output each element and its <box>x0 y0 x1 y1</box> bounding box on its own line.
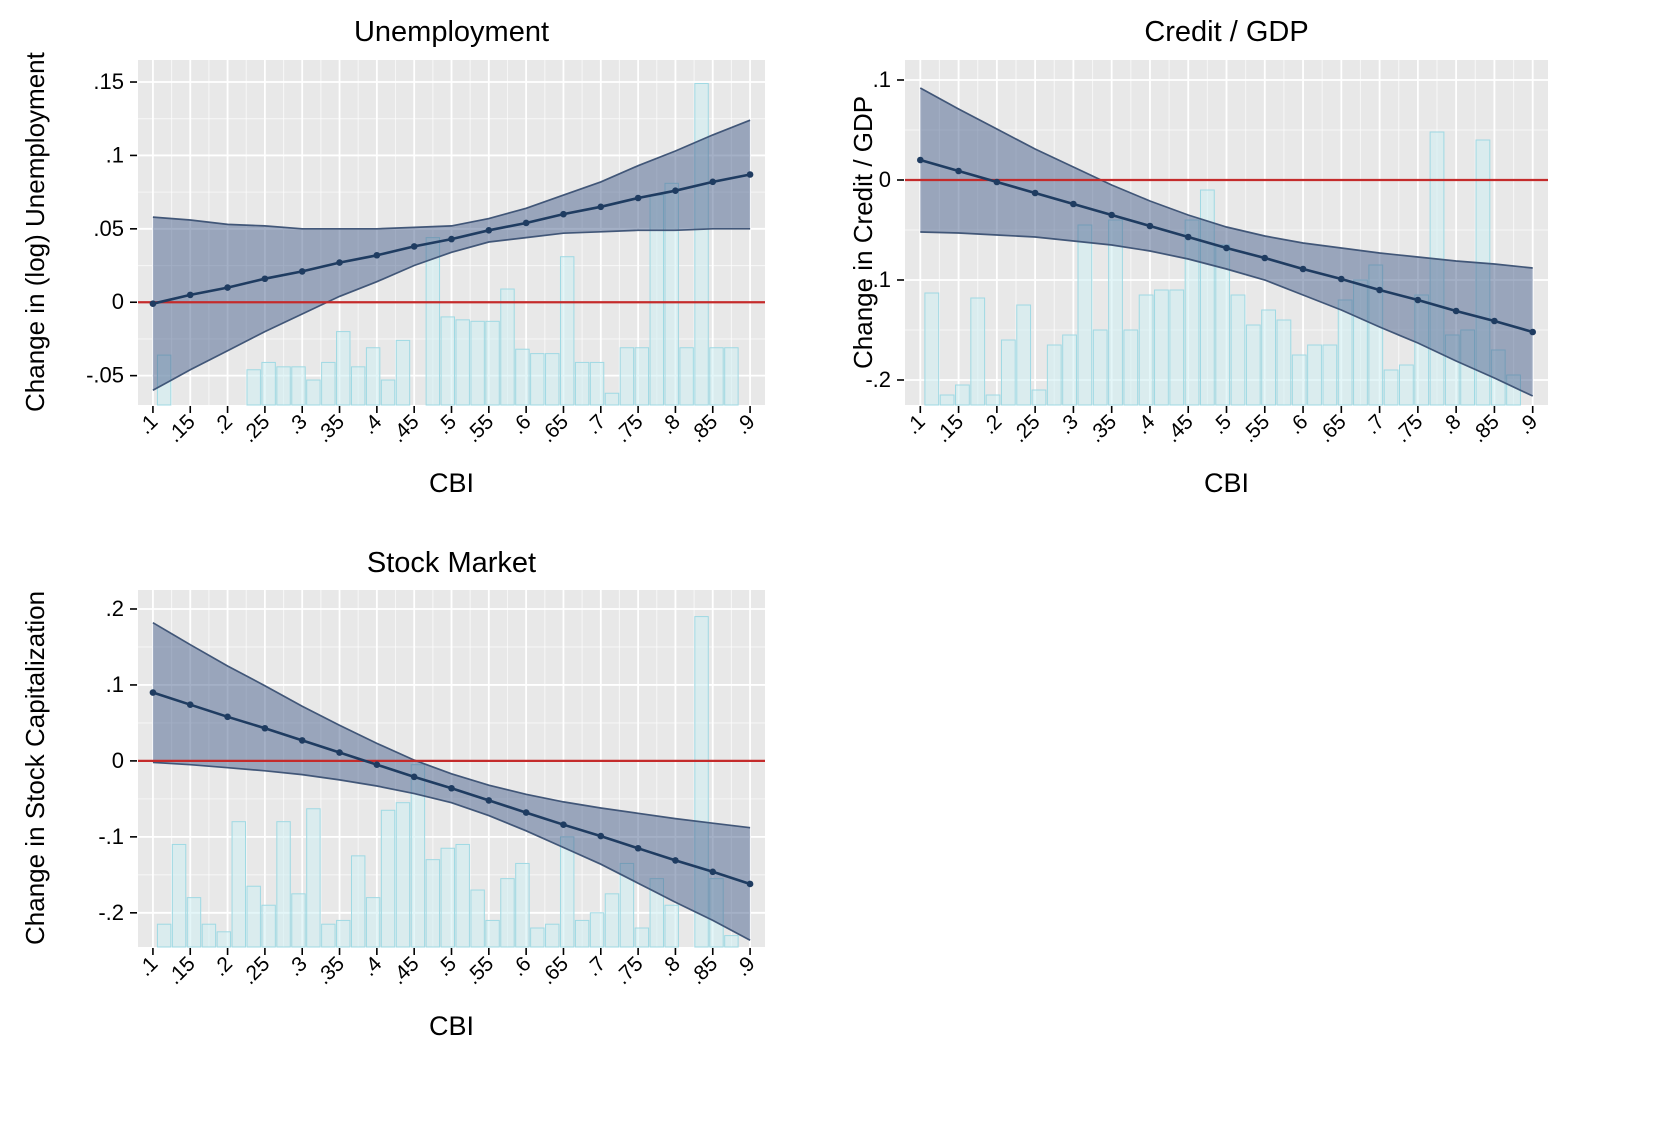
svg-text:.2: .2 <box>208 952 237 981</box>
svg-text:.5: .5 <box>1207 410 1236 439</box>
svg-text:.1: .1 <box>106 142 124 167</box>
svg-text:.15: .15 <box>163 410 200 447</box>
chart-stock-market: Stock Market Change in Stock Capitalizat… <box>10 541 800 1065</box>
svg-text:.55: .55 <box>1237 410 1274 447</box>
svg-text:.45: .45 <box>387 410 424 447</box>
svg-text:.75: .75 <box>611 952 648 989</box>
svg-text:.1: .1 <box>873 67 891 92</box>
svg-text:.9: .9 <box>1514 410 1543 439</box>
svg-text:.55: .55 <box>461 410 498 447</box>
svg-text:-.05: -.05 <box>86 363 124 388</box>
svg-text:0: 0 <box>879 167 891 192</box>
svg-text:.6: .6 <box>507 952 536 981</box>
svg-text:.2: .2 <box>978 410 1007 439</box>
svg-text:.7: .7 <box>582 952 611 981</box>
svg-text:.2: .2 <box>106 596 124 621</box>
y-axis-label-unemployment: Change in (log) Unemployment <box>20 52 50 412</box>
svg-text:.35: .35 <box>312 410 349 447</box>
x-axis-label-credit-gdp: CBI <box>1203 468 1249 498</box>
svg-text:.35: .35 <box>312 952 349 989</box>
svg-text:.25: .25 <box>1008 410 1045 447</box>
svg-text:.85: .85 <box>685 410 722 447</box>
svg-text:.55: .55 <box>461 952 498 989</box>
svg-text:.9: .9 <box>731 952 760 981</box>
chart-title-stock-market: Stock Market <box>366 547 537 579</box>
svg-text:.15: .15 <box>163 952 200 989</box>
svg-text:.45: .45 <box>1161 410 1198 447</box>
svg-text:.4: .4 <box>358 410 387 439</box>
svg-text:.2: .2 <box>208 410 237 439</box>
svg-text:.3: .3 <box>1054 410 1083 439</box>
x-axis-label-stock-market: CBI <box>428 1011 474 1041</box>
svg-text:.25: .25 <box>238 952 275 989</box>
svg-text:.7: .7 <box>1360 410 1389 439</box>
svg-text:.45: .45 <box>387 952 424 989</box>
svg-text:.9: .9 <box>731 410 760 439</box>
chart-title-unemployment: Unemployment <box>353 16 550 48</box>
unemployment-plot-area: .1.15.2.25.3.35.4.45.5.55.6.65.7.75.8.85… <box>86 60 765 447</box>
svg-text:-.1: -.1 <box>865 267 891 292</box>
chart-unemployment: Unemployment Change in (log) Unemploymen… <box>10 4 800 528</box>
svg-text:.1: .1 <box>106 672 124 697</box>
svg-text:.05: .05 <box>93 216 124 241</box>
svg-text:.7: .7 <box>582 410 611 439</box>
svg-text:.65: .65 <box>536 952 573 989</box>
svg-text:.75: .75 <box>1390 410 1427 447</box>
svg-text:-.2: -.2 <box>865 367 891 392</box>
stock-market-plot-area: .1.15.2.25.3.35.4.45.5.55.6.65.7.75.8.85… <box>98 590 765 989</box>
svg-text:0: 0 <box>112 748 124 773</box>
svg-text:.6: .6 <box>507 410 536 439</box>
svg-text:.15: .15 <box>93 69 124 94</box>
svg-text:.15: .15 <box>931 410 968 447</box>
svg-text:.8: .8 <box>1437 410 1466 439</box>
svg-text:.6: .6 <box>1284 410 1313 439</box>
svg-text:.5: .5 <box>432 410 461 439</box>
svg-text:.35: .35 <box>1084 410 1121 447</box>
y-axis-label-stock-market: Change in Stock Capitalization <box>20 590 50 946</box>
svg-text:.4: .4 <box>1131 410 1160 439</box>
svg-text:.1: .1 <box>134 952 163 981</box>
svg-text:.65: .65 <box>1314 410 1351 447</box>
svg-text:.8: .8 <box>656 410 685 439</box>
svg-text:.1: .1 <box>134 410 163 439</box>
svg-text:.5: .5 <box>432 952 461 981</box>
svg-text:.4: .4 <box>358 952 387 981</box>
svg-text:.25: .25 <box>238 410 275 447</box>
svg-text:.75: .75 <box>611 410 648 447</box>
svg-text:-.2: -.2 <box>98 900 124 925</box>
svg-text:.85: .85 <box>1467 410 1504 447</box>
svg-text:.65: .65 <box>536 410 573 447</box>
chart-credit-gdp: Credit / GDP Change in Credit / GDP .1.1… <box>800 4 1674 528</box>
svg-text:.1: .1 <box>901 410 930 439</box>
x-axis-label-unemployment: CBI <box>428 468 474 498</box>
credit-gdp-plot-area: .1.15.2.25.3.35.4.45.5.55.6.65.7.75.8.85… <box>865 60 1548 447</box>
svg-text:-.1: -.1 <box>98 824 124 849</box>
svg-text:.85: .85 <box>685 952 722 989</box>
svg-text:.8: .8 <box>656 952 685 981</box>
y-axis-label-credit-gdp: Change in Credit / GDP <box>848 95 878 369</box>
svg-text:.3: .3 <box>283 410 312 439</box>
chart-title-credit-gdp: Credit / GDP <box>1144 16 1309 48</box>
svg-text:0: 0 <box>112 289 124 314</box>
svg-text:.3: .3 <box>283 952 312 981</box>
